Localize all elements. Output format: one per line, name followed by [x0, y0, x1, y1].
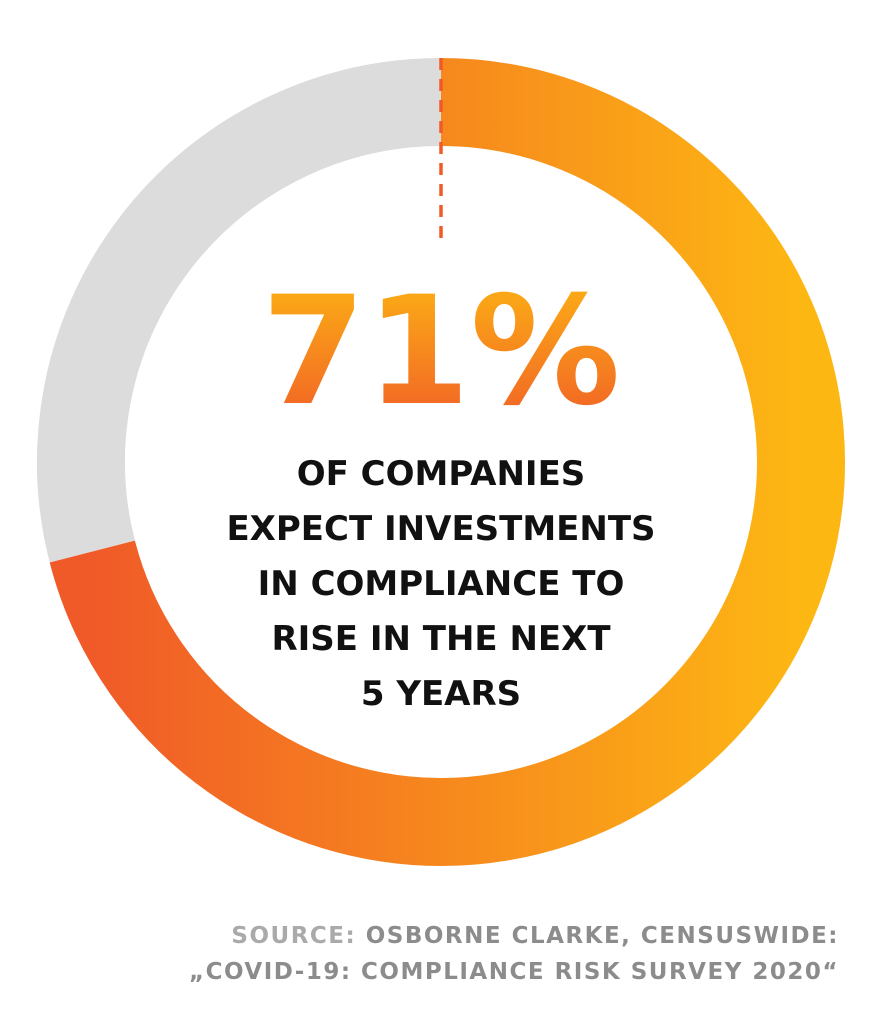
donut-track-slice	[37, 58, 442, 563]
source-note: SOURCE: OSBORNE CLARKE, CENSUSWIDE: „COV…	[189, 918, 839, 990]
source-text: OSBORNE CLARKE, CENSUSWIDE:	[365, 923, 839, 949]
caption: OF COMPANIES EXPECT INVESTMENTS IN COMPLIA…	[226, 454, 655, 714]
source-label: SOURCE:	[231, 923, 357, 949]
donut-value-slice	[49, 58, 845, 866]
caption-line: IN COMPLIANCE TO	[258, 564, 625, 604]
source-title: „COVID-19: COMPLIANCE RISK SURVEY 2020“	[188, 959, 839, 985]
caption-line: RISE IN THE NEXT	[271, 619, 611, 659]
donut-chart: 71% OF COMPANIES EXPECT INVESTMENTS IN COM…	[37, 58, 845, 866]
caption-line: 5 YEARS	[361, 674, 521, 714]
value-label: 71%	[261, 265, 620, 439]
source-line-1: SOURCE: OSBORNE CLARKE, CENSUSWIDE:	[189, 918, 839, 954]
caption-line: OF COMPANIES	[297, 454, 586, 494]
caption-line: EXPECT INVESTMENTS	[226, 509, 655, 549]
